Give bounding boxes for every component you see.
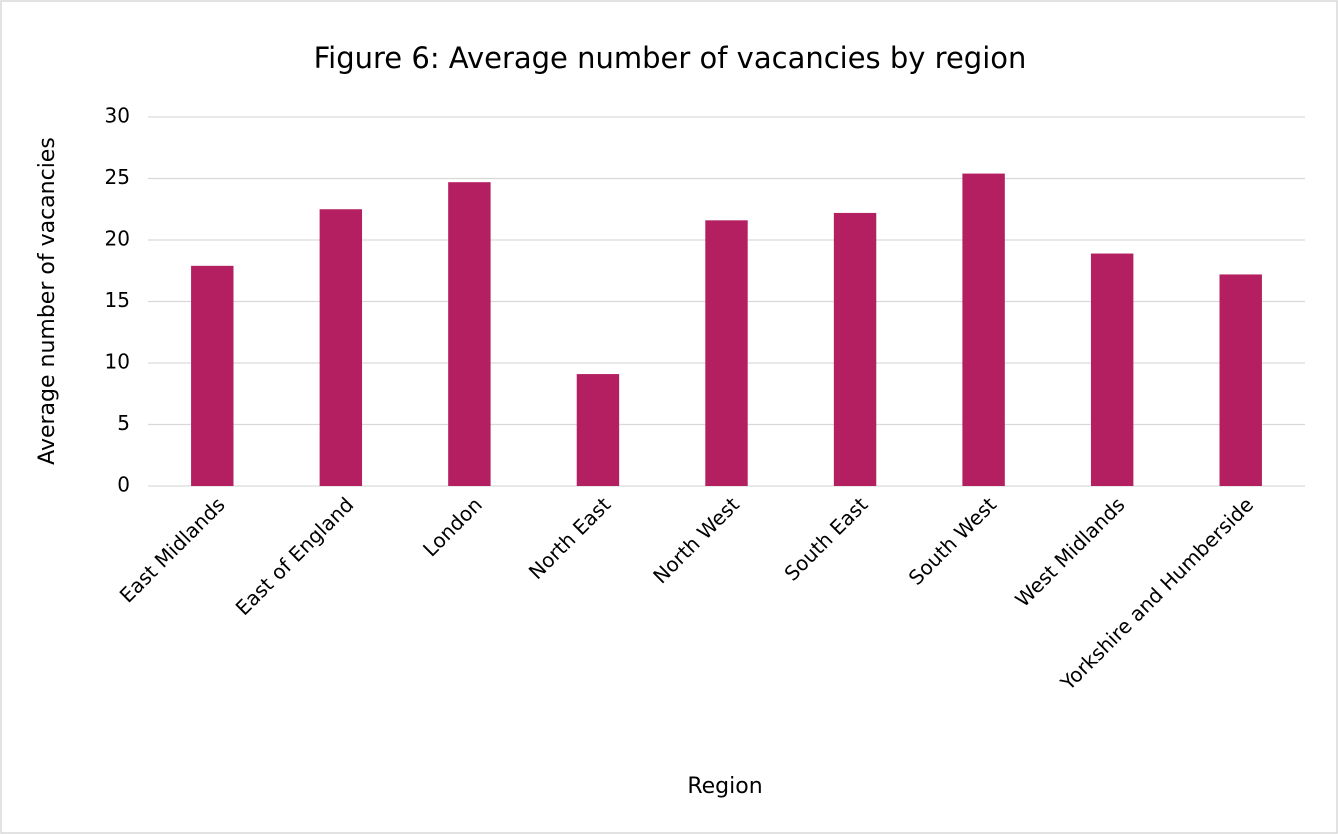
bar: [1219, 274, 1262, 486]
y-tick-label: 0: [117, 473, 130, 497]
bar: [833, 212, 877, 486]
y-tick-label: 10: [105, 350, 130, 374]
bar: [576, 374, 620, 486]
y-axis-title: Average number of vacancies: [35, 137, 60, 465]
y-tick-label: 20: [105, 227, 130, 251]
y-tick-label: 30: [105, 104, 130, 128]
bar: [962, 173, 1005, 486]
bar: [705, 220, 748, 486]
y-tick-label: 25: [105, 165, 130, 189]
y-tick-label: 5: [117, 411, 130, 435]
x-axis-title: Region: [687, 774, 762, 799]
chart-title: Figure 6: Average number of vacancies by…: [314, 41, 1027, 75]
bar: [1090, 253, 1134, 486]
bar: [448, 182, 491, 486]
bar: [191, 265, 234, 486]
y-tick-label: 15: [105, 288, 130, 312]
bar: [319, 209, 363, 486]
